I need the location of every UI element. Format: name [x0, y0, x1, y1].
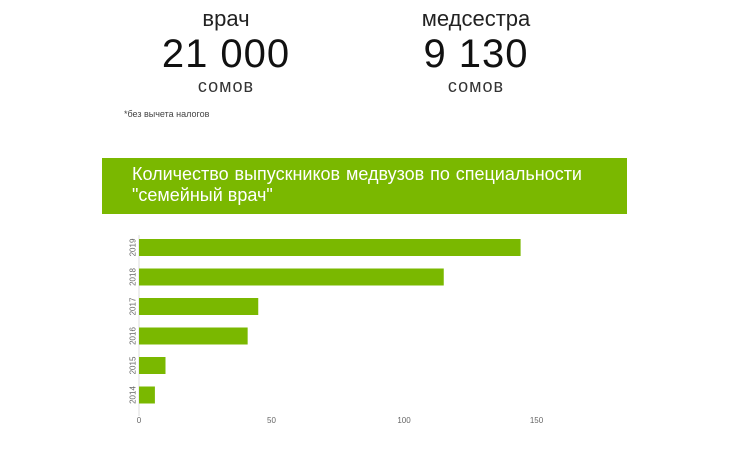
doctor-salary-amount: 21 000 [161, 32, 291, 76]
bar-2016 [139, 327, 248, 345]
bar-2014 [139, 386, 155, 404]
x-tick-label-0: 0 [137, 416, 142, 425]
tax-footnote: *без вычета налогов [124, 109, 210, 119]
category-label-2019: 2019 [129, 238, 138, 256]
nurse-title: медсестра [421, 6, 531, 31]
category-label-2015: 2015 [129, 356, 138, 374]
category-label-2014: 2014 [129, 386, 138, 404]
doctor-salary-block: врач 21 000 сомов [116, 6, 336, 96]
nurse-salary-unit: сомов [447, 76, 505, 96]
bar-2017 [139, 298, 259, 315]
x-tick-label-50: 50 [267, 416, 276, 425]
category-label-2018: 2018 [129, 268, 138, 286]
doctor-salary-unit: сомов [197, 76, 255, 96]
doctor-title: врач [202, 6, 250, 31]
bar-2019 [139, 239, 521, 256]
bar-2018 [139, 268, 444, 286]
category-label-2017: 2017 [129, 297, 138, 315]
category-label-2016: 2016 [129, 327, 138, 345]
x-tick-label-100: 100 [397, 416, 411, 425]
x-tick-label-150: 150 [530, 416, 544, 425]
chart-title-banner: Количество выпускников медвузов по специ… [102, 158, 627, 214]
nurse-salary-amount: 9 130 [423, 32, 529, 76]
nurse-salary-block: медсестра 9 130 сомов [366, 6, 586, 96]
bar-2015 [139, 357, 166, 374]
